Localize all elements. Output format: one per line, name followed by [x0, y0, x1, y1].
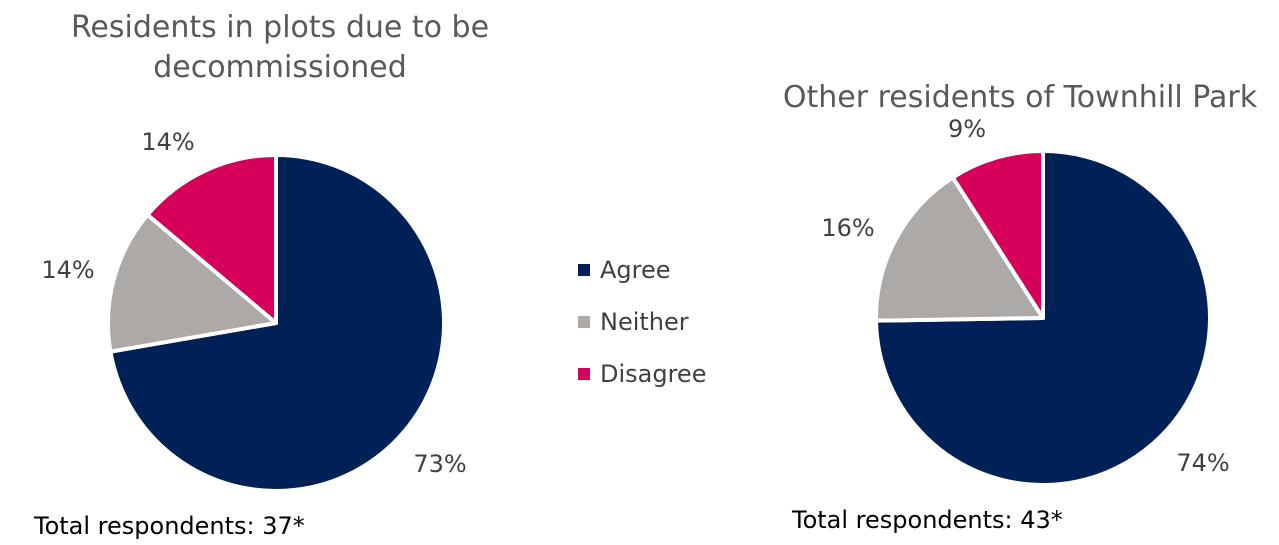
pie1-label-neither: 14% — [41, 256, 94, 284]
legend-item-disagree: Disagree — [578, 348, 706, 400]
legend: Agree Neither Disagree — [578, 244, 706, 400]
legend-swatch-disagree — [578, 368, 590, 380]
pie1-label-disagree: 14% — [141, 128, 194, 156]
pie2-label-agree: 74% — [1176, 449, 1229, 477]
pie2-slice-disagree — [950, 149, 1045, 320]
legend-swatch-neither — [578, 316, 590, 328]
legend-label-disagree: Disagree — [600, 360, 707, 388]
footnote-right: Total respondents: 43* — [792, 506, 1063, 534]
legend-item-neither: Neither — [578, 296, 706, 348]
legend-swatch-agree — [578, 264, 590, 276]
pie2-label-disagree: 9% — [948, 115, 986, 143]
chart-title-right: Other residents of Townhill Park — [782, 80, 1258, 115]
legend-label-agree: Agree — [600, 256, 671, 284]
chart-title-left: Residents in plots due to be decommissio… — [70, 10, 490, 85]
pie1-label-agree: 73% — [413, 450, 466, 478]
pie2-slice-neither — [874, 175, 1045, 323]
legend-label-neither: Neither — [600, 308, 689, 336]
pie1-slice-disagree — [145, 153, 278, 325]
footnote-left: Total respondents: 37* — [34, 512, 305, 540]
pie2-slice-agree — [874, 149, 1212, 487]
legend-item-agree: Agree — [578, 244, 706, 296]
pie2-label-neither: 16% — [821, 214, 874, 242]
pie1-slice-neither — [106, 212, 278, 354]
